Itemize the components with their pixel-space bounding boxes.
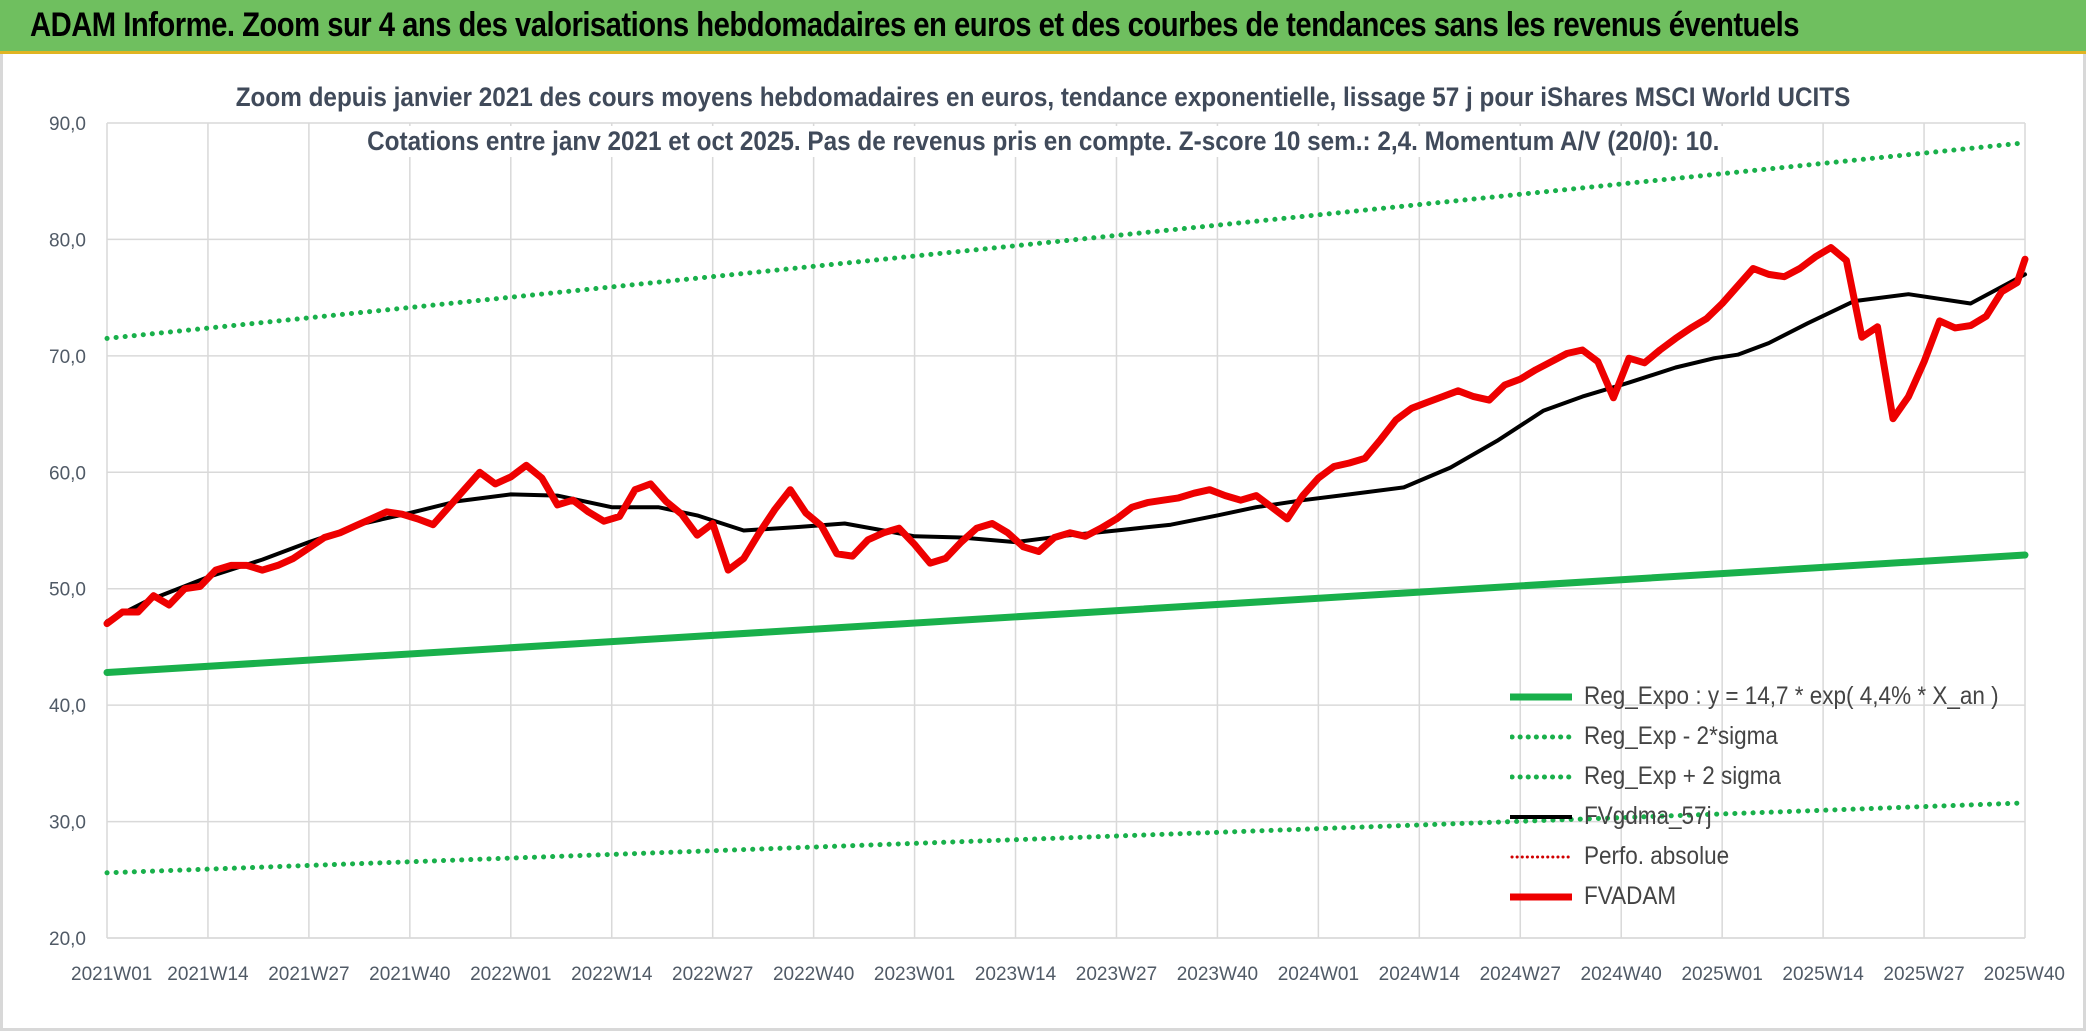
x-tick-label: 2023W40	[1177, 964, 1258, 985]
legend-swatch-reg-expo	[1510, 690, 1572, 702]
legend-label-fvgdma: FVgdma_57j	[1584, 801, 1712, 830]
x-tick-label: 2023W14	[975, 964, 1057, 985]
x-tick-label: 2021W27	[268, 964, 349, 985]
x-tick-label: 2023W01	[874, 964, 955, 985]
chart-subtitle-text: Cotations entre janv 2021 et oct 2025. P…	[359, 126, 1727, 157]
page-title: ADAM Informe. Zoom sur 4 ans des valoris…	[30, 6, 1800, 44]
legend-swatch-reg-exp-plus	[1509, 770, 1575, 782]
y-tick-label: 20,0	[49, 929, 86, 950]
y-tick-label: 40,0	[49, 696, 86, 717]
series-layer	[103, 140, 2029, 876]
series-fvadam-line	[103, 244, 2029, 628]
x-tick-label: 2021W14	[167, 964, 249, 985]
x-tick-label: 2024W14	[1379, 964, 1461, 985]
legend-item-reg-exp-minus: Reg_Exp - 2*sigma	[1509, 716, 2045, 756]
series-reg-exp-plus-line	[104, 140, 2028, 341]
x-axis: 2021W01 2021W14 2021W27 2021W40 2022W01 2022W…	[71, 964, 2065, 985]
x-tick-label: 2025W01	[1681, 964, 1762, 985]
chart-frame	[0, 54, 2086, 1031]
x-tick-label: 2024W01	[1278, 964, 1359, 985]
y-tick-label: 70,0	[49, 347, 86, 368]
legend-swatch-reg-exp-minus	[1509, 730, 1575, 742]
x-tick-label: 2021W40	[369, 964, 450, 985]
legend-label-perfo: Perfo. absolue	[1584, 841, 1730, 870]
series-reg-expo-line	[103, 551, 2029, 676]
legend-item-reg-exp-plus: Reg_Exp + 2 sigma	[1509, 756, 2045, 796]
chart-title-text: Zoom depuis janvier 2021 des cours moyen…	[228, 82, 1858, 113]
legend-item-perfo: Perfo. absolue	[1510, 836, 2045, 876]
x-tick-label: 2025W40	[1984, 964, 2065, 985]
x-tick-label: 2024W40	[1581, 964, 1662, 985]
chart-legend: Reg_Expo : y = 14,7 * exp( 4,4% * X_an )…	[1509, 676, 2045, 916]
x-tick-label: 2023W27	[1076, 964, 1157, 985]
x-tick-label: 2025W27	[1883, 964, 1964, 985]
x-tick-label: 2025W14	[1782, 964, 1864, 985]
y-tick-label: 30,0	[49, 813, 86, 834]
chart-subtitle: Cotations entre janv 2021 et oct 2025. P…	[0, 126, 2086, 157]
legend-swatch-fvadam	[1510, 890, 1572, 902]
legend-swatch-perfo	[1510, 850, 1574, 862]
legend-label-reg-exp-plus: Reg_Exp + 2 sigma	[1584, 761, 1781, 790]
y-tick-label: 60,0	[49, 463, 86, 484]
x-tick-label: 2022W14	[571, 964, 653, 985]
legend-item-fvadam: FVADAM	[1510, 876, 2045, 916]
x-tick-label: 2022W01	[470, 964, 551, 985]
header-bar: ADAM Informe. Zoom sur 4 ans des valoris…	[0, 0, 2086, 54]
legend-swatch-fvgdma	[1510, 810, 1572, 822]
chart-title: Zoom depuis janvier 2021 des cours moyen…	[0, 82, 2086, 113]
y-tick-label: 80,0	[49, 230, 86, 251]
legend-label-fvadam: FVADAM	[1584, 881, 1677, 910]
x-tick-label: 2022W40	[773, 964, 854, 985]
series-reg-exp-minus-line	[104, 800, 2028, 876]
x-tick-label: 2022W27	[672, 964, 753, 985]
legend-label-reg-exp-minus: Reg_Exp - 2*sigma	[1584, 721, 1778, 750]
legend-item-fvgdma: FVgdma_57j	[1510, 796, 2045, 836]
y-tick-label: 50,0	[49, 580, 86, 601]
y-tick-label: 90,0	[49, 114, 86, 135]
x-tick-label: 2024W27	[1480, 964, 1561, 985]
legend-item-reg-expo: Reg_Expo : y = 14,7 * exp( 4,4% * X_an )	[1510, 676, 2045, 716]
legend-label-reg-expo: Reg_Expo : y = 14,7 * exp( 4,4% * X_an )	[1584, 681, 1999, 710]
x-tick-label: 2021W01	[71, 964, 152, 985]
y-axis: 20,0 30,0 40,0 50,0 60,0 70,0 80,0 90,0	[49, 114, 86, 950]
